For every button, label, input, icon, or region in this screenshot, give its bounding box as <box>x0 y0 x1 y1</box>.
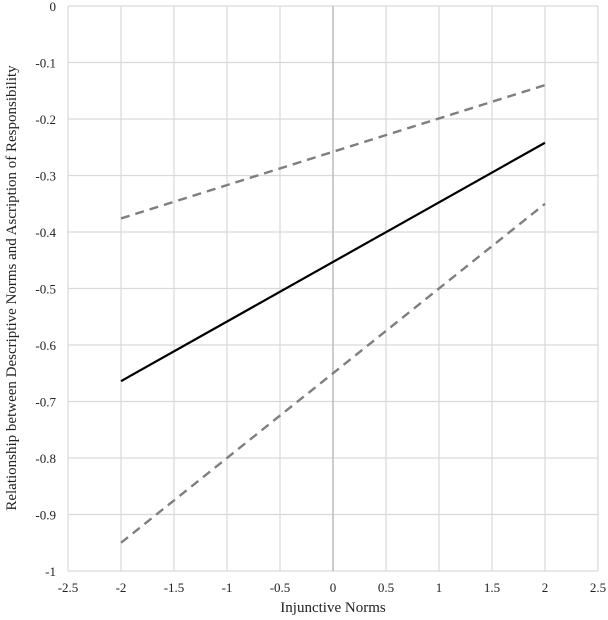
x-tick-label: -2 <box>116 580 127 595</box>
x-tick-label: 0.5 <box>378 580 394 595</box>
data-series <box>120 83 546 544</box>
y-tick-label: -0.4 <box>35 225 56 240</box>
y-tick-label: -0.5 <box>35 282 56 297</box>
y-tick-label: -0.3 <box>35 169 56 184</box>
y-axis-title: Relationship between Descriptive Norms a… <box>4 65 20 511</box>
x-tick-label: 2.5 <box>590 580 606 595</box>
y-tick-label: -0.8 <box>35 451 56 466</box>
y-axis-tick-labels: 0 -0.1 -0.2 -0.3 -0.4 -0.5 -0.6 -0.7 -0.8 -0.9 -1 <box>35 0 56 579</box>
y-tick-label: -0.1 <box>35 56 56 71</box>
y-tick-label: -0.6 <box>35 338 56 353</box>
x-tick-label: -1.5 <box>164 580 185 595</box>
x-tick-label: 1 <box>436 580 443 595</box>
confidence-bound-line <box>120 202 546 544</box>
x-tick-label: 1.5 <box>484 580 500 595</box>
y-tick-label: -0.7 <box>35 395 56 410</box>
y-tick-label: -1 <box>45 564 56 579</box>
y-tick-label: -0.2 <box>35 112 56 127</box>
y-tick-label: -0.9 <box>35 508 56 523</box>
x-axis-tick-labels: -2.5 -2 -1.5 -1 -0.5 0 0.5 1 1.5 2 2.5 <box>58 580 606 595</box>
x-tick-label: -0.5 <box>270 580 291 595</box>
grid-lines <box>67 5 599 572</box>
slope-line <box>120 141 546 383</box>
x-tick-label: -2.5 <box>58 580 79 595</box>
x-tick-label: 2 <box>542 580 549 595</box>
x-axis-title: Injunctive Norms <box>280 600 386 616</box>
x-tick-label: -1 <box>222 580 233 595</box>
y-tick-label: 0 <box>50 0 57 14</box>
x-tick-label: 0 <box>330 580 337 595</box>
